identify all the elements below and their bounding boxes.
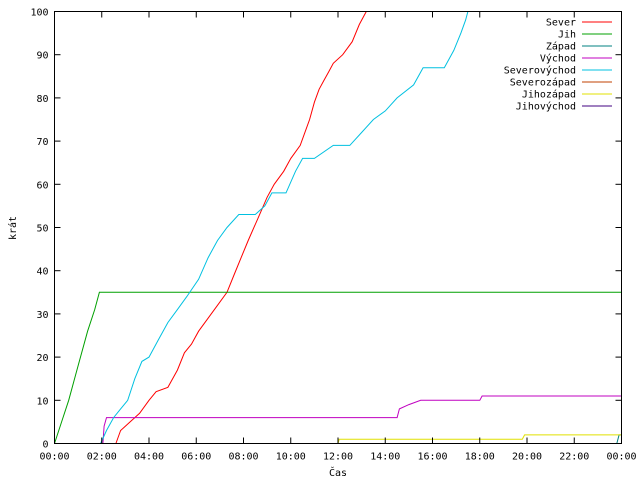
- legend-label-5: Severozápad: [510, 77, 576, 89]
- x-tick-label-8: 16:00: [417, 452, 447, 463]
- x-tick-label-2: 04:00: [134, 452, 164, 463]
- legend-label-6: Jihozápad: [522, 89, 576, 101]
- legend: SeverJihZápadVýchodSeverovýchodSeverozáp…: [504, 18, 612, 113]
- x-axis-label: Čas: [329, 466, 347, 479]
- y-tick-label-10: 100: [30, 8, 48, 19]
- x-tick-label-6: 12:00: [323, 452, 353, 463]
- series-line-6: [337, 434, 622, 444]
- x-tick-label-9: 18:00: [465, 452, 495, 463]
- legend-label-4: Severovýchod: [504, 65, 576, 77]
- y-axis-label: krát: [7, 216, 19, 240]
- y-tick-label-8: 80: [36, 94, 48, 105]
- legend-label-2: Západ: [546, 41, 576, 53]
- series-line-1: [54, 291, 622, 444]
- legend-label-1: Jih: [558, 30, 576, 41]
- series-line-0: [115, 11, 367, 444]
- legend-label-7: Jihovýchod: [516, 101, 576, 113]
- x-tick-label-4: 08:00: [228, 452, 258, 463]
- y-tick-label-2: 20: [36, 353, 48, 364]
- x-tick-label-12: 00:00: [606, 452, 636, 463]
- series-line-3: [102, 395, 622, 444]
- x-tick-label-1: 02:00: [87, 452, 117, 463]
- x-tick-label-5: 10:00: [276, 452, 306, 463]
- y-tick-label-3: 30: [36, 310, 48, 321]
- series-layer: [54, 11, 622, 444]
- x-tick-label-10: 20:00: [512, 452, 542, 463]
- series-line-4: [100, 11, 469, 444]
- legend-label-3: Východ: [540, 53, 576, 65]
- y-tick-label-0: 0: [42, 440, 48, 451]
- x-tick-label-3: 06:00: [181, 452, 211, 463]
- x-tick-label-7: 14:00: [370, 452, 400, 463]
- y-tick-label-1: 10: [36, 396, 48, 407]
- x-tick-label-11: 22:00: [559, 452, 589, 463]
- legend-label-0: Sever: [546, 18, 576, 29]
- y-tick-label-4: 40: [36, 267, 48, 278]
- ticks-layer: 00:00 02:00 04:00 06:00 08:00 10:00 12:00 14:00…: [30, 8, 636, 463]
- series-line-2: [616, 434, 622, 444]
- y-tick-label-5: 50: [36, 224, 48, 235]
- y-tick-label-7: 70: [36, 137, 48, 148]
- x-tick-label-0: 00:00: [39, 452, 69, 463]
- y-tick-label-6: 60: [36, 180, 48, 191]
- y-tick-label-9: 90: [36, 51, 48, 62]
